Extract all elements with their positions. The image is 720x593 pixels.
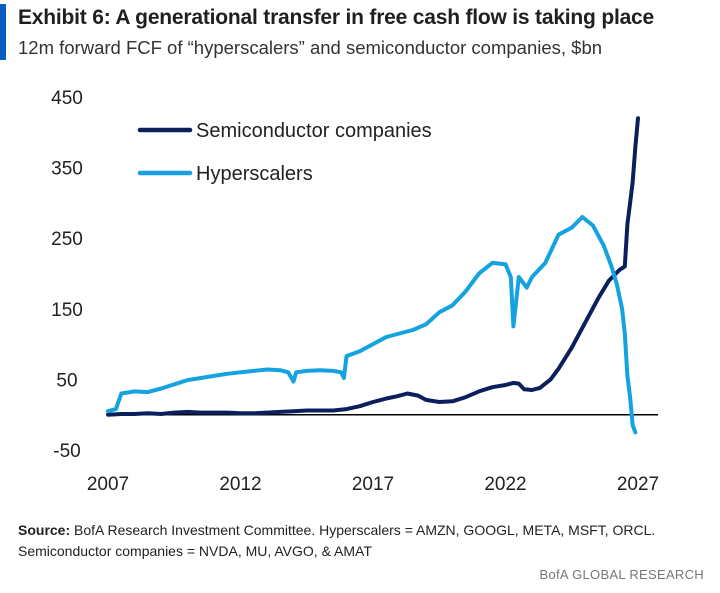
brand-label: BofA GLOBAL RESEARCH: [539, 567, 704, 582]
accent-bar: [0, 4, 6, 60]
y-tick-label: 250: [51, 229, 83, 250]
y-tick-label: 450: [51, 88, 83, 109]
series-layer: [106, 116, 640, 435]
x-tick-label: 2017: [352, 474, 394, 495]
series-line-semiconductors: [106, 116, 640, 417]
legend-label: Hyperscalers: [196, 163, 313, 185]
x-axis: 2007 2012 2017 2022 2027: [87, 474, 659, 495]
chart-subtitle: 12m forward FCF of “hyperscalers” and se…: [18, 37, 603, 58]
legend-label: Semiconductor companies: [196, 120, 432, 142]
source-label: Source:: [18, 522, 71, 538]
line-chart: -50 50 150 250 350 450 2007 2012 2017 2022 2027 S…: [51, 88, 659, 495]
source-note: Source: BofA Research Investment Committ…: [18, 520, 718, 562]
y-tick-label: 50: [56, 370, 77, 391]
x-tick-label: 2027: [617, 474, 659, 495]
legend: Semiconductor companies Hyperscalers: [137, 120, 432, 185]
x-tick-label: 2012: [219, 474, 261, 495]
series-line-hyperscalers: [106, 215, 638, 435]
y-tick-label: 150: [51, 300, 83, 321]
y-tick-label: -50: [53, 441, 80, 462]
x-tick-label: 2007: [87, 474, 129, 495]
chart-title: Exhibit 6: A generational transfer in fr…: [18, 6, 655, 29]
y-axis: -50 50 150 250 350 450: [51, 88, 83, 462]
source-text: BofA Research Investment Committee. Hype…: [18, 522, 656, 559]
y-tick-label: 350: [51, 159, 83, 180]
x-tick-label: 2022: [484, 474, 526, 495]
